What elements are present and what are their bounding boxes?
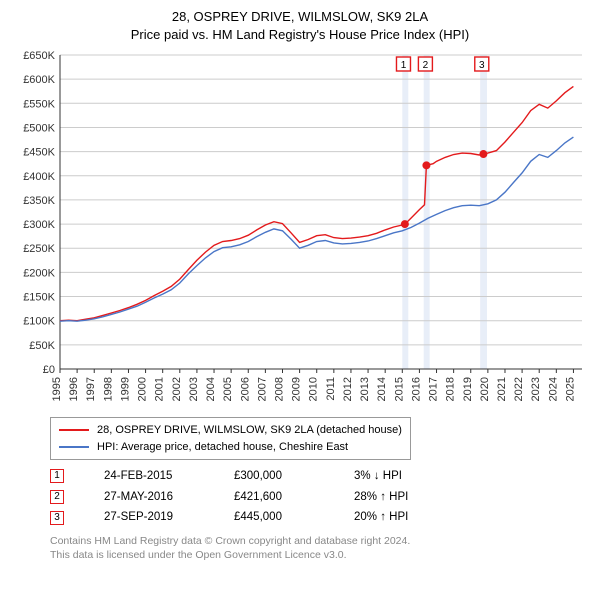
event-date: 27-SEP-2019: [104, 507, 194, 528]
legend-swatch: [59, 429, 89, 431]
attribution: Contains HM Land Registry data © Crown c…: [50, 534, 588, 562]
event-pct-vs-hpi: 28% ↑ HPI: [354, 487, 454, 508]
svg-text:2009: 2009: [291, 377, 303, 401]
svg-text:2023: 2023: [530, 377, 542, 401]
svg-text:£100K: £100K: [23, 316, 55, 328]
svg-text:2016: 2016: [410, 377, 422, 401]
svg-text:2017: 2017: [428, 377, 440, 401]
event-date: 27-MAY-2016: [104, 487, 194, 508]
svg-text:3: 3: [479, 60, 485, 71]
title-address: 28, OSPREY DRIVE, WILMSLOW, SK9 2LA: [12, 8, 588, 26]
svg-text:£150K: £150K: [23, 292, 55, 304]
chart-card: 28, OSPREY DRIVE, WILMSLOW, SK9 2LA Pric…: [0, 0, 600, 569]
svg-text:2010: 2010: [308, 377, 320, 401]
svg-text:2018: 2018: [445, 377, 457, 401]
svg-text:2006: 2006: [239, 377, 251, 401]
svg-text:1996: 1996: [68, 377, 80, 401]
svg-text:£500K: £500K: [23, 123, 55, 135]
svg-text:2019: 2019: [462, 377, 474, 401]
svg-text:2020: 2020: [479, 377, 491, 401]
svg-text:2025: 2025: [564, 377, 576, 401]
svg-text:2024: 2024: [547, 377, 559, 401]
svg-text:1999: 1999: [119, 377, 131, 401]
legend-row: 28, OSPREY DRIVE, WILMSLOW, SK9 2LA (det…: [59, 422, 402, 439]
attribution-line1: Contains HM Land Registry data © Crown c…: [50, 534, 588, 548]
svg-text:2002: 2002: [171, 377, 183, 401]
title-block: 28, OSPREY DRIVE, WILMSLOW, SK9 2LA Pric…: [12, 8, 588, 43]
svg-text:2000: 2000: [137, 377, 149, 401]
svg-text:£50K: £50K: [29, 340, 55, 352]
svg-text:2007: 2007: [256, 377, 268, 401]
svg-text:£400K: £400K: [23, 171, 55, 183]
svg-text:2001: 2001: [154, 377, 166, 401]
svg-text:£450K: £450K: [23, 147, 55, 159]
sale-event-row: 3 27-SEP-2019 £445,000 20% ↑ HPI: [50, 507, 588, 528]
event-date: 24-FEB-2015: [104, 466, 194, 487]
svg-text:£600K: £600K: [23, 74, 55, 86]
svg-text:2011: 2011: [325, 377, 337, 401]
legend-row: HPI: Average price, detached house, Ches…: [59, 439, 402, 456]
svg-text:1997: 1997: [85, 377, 97, 401]
event-price: £300,000: [234, 466, 314, 487]
svg-text:2: 2: [423, 60, 429, 71]
svg-text:£650K: £650K: [23, 50, 55, 62]
event-marker-badge: 2: [50, 490, 64, 504]
svg-text:1: 1: [401, 60, 407, 71]
svg-text:2003: 2003: [188, 377, 200, 401]
attribution-line2: This data is licensed under the Open Gov…: [50, 548, 588, 562]
svg-text:1995: 1995: [51, 377, 63, 401]
svg-text:2022: 2022: [513, 377, 525, 401]
sale-events-list: 1 24-FEB-2015 £300,000 3% ↓ HPI 2 27-MAY-2016…: [50, 466, 588, 528]
svg-text:2013: 2013: [359, 377, 371, 401]
line-chart-svg: £0 £50K £100K £150K £200K £250K £300K £350K £400…: [12, 49, 588, 409]
event-price: £421,600: [234, 487, 314, 508]
svg-text:1998: 1998: [102, 377, 114, 401]
svg-text:2004: 2004: [205, 377, 217, 401]
event-price: £445,000: [234, 507, 314, 528]
legend-label: HPI: Average price, detached house, Ches…: [97, 439, 348, 456]
svg-text:2005: 2005: [222, 377, 234, 401]
sale-event-row: 2 27-MAY-2016 £421,600 28% ↑ HPI: [50, 487, 588, 508]
event-marker-badge: 3: [50, 511, 64, 525]
event-pct-vs-hpi: 3% ↓ HPI: [354, 466, 454, 487]
sale-event-row: 1 24-FEB-2015 £300,000 3% ↓ HPI: [50, 466, 588, 487]
svg-text:£550K: £550K: [23, 98, 55, 110]
svg-text:2014: 2014: [376, 377, 388, 401]
chart-area: £0 £50K £100K £150K £200K £250K £300K £350K £400…: [12, 49, 588, 409]
svg-text:£350K: £350K: [23, 195, 55, 207]
legend-swatch: [59, 446, 89, 448]
svg-text:2015: 2015: [393, 377, 405, 401]
svg-text:£300K: £300K: [23, 219, 55, 231]
svg-text:£250K: £250K: [23, 243, 55, 255]
legend-label: 28, OSPREY DRIVE, WILMSLOW, SK9 2LA (det…: [97, 422, 402, 439]
svg-text:£0: £0: [43, 364, 55, 376]
title-subtitle: Price paid vs. HM Land Registry's House …: [12, 26, 588, 44]
svg-text:2021: 2021: [496, 377, 508, 401]
svg-text:2012: 2012: [342, 377, 354, 401]
legend: 28, OSPREY DRIVE, WILMSLOW, SK9 2LA (det…: [50, 417, 411, 460]
event-pct-vs-hpi: 20% ↑ HPI: [354, 507, 454, 528]
svg-text:2008: 2008: [273, 377, 285, 401]
event-marker-badge: 1: [50, 469, 64, 483]
svg-text:£200K: £200K: [23, 267, 55, 279]
